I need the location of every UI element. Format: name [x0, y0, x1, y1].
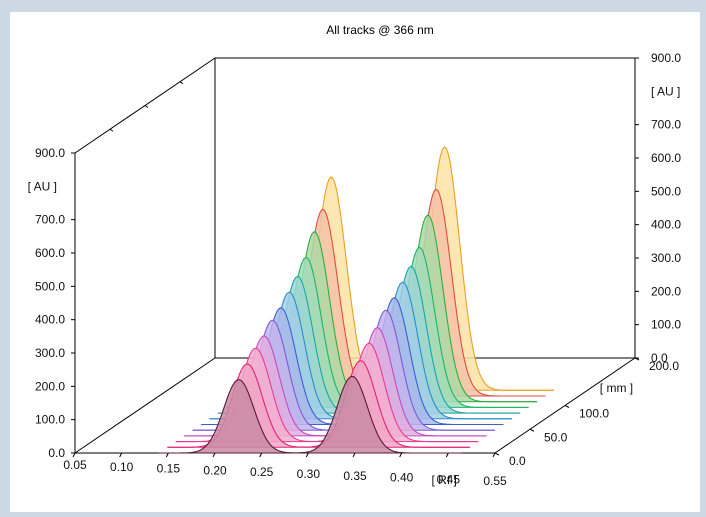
chromatogram-3d-chart: All tracks @ 366 nm 0.0 100.0 200.0 300.0 40…	[28, 23, 682, 488]
left-y-tick-label: 600.0	[35, 246, 65, 260]
depth-tick-label: 50.0	[544, 430, 568, 444]
left-y-tick-label: 400.0	[35, 313, 65, 327]
depth-tick	[634, 357, 640, 361]
track-fill	[159, 376, 462, 453]
left-y-tick-label: 100.0	[35, 413, 65, 427]
depth-tick	[494, 452, 500, 456]
right-y-tick-label: 200.0	[651, 284, 681, 298]
right-y-tick-label: 100.0	[651, 318, 681, 332]
depth-tick-label: 0.0	[509, 454, 526, 468]
right-y-tick-label: 400.0	[651, 218, 681, 232]
right-y-tick-label: 700.0	[651, 118, 681, 132]
x-tick	[492, 452, 496, 458]
x-tick	[72, 452, 76, 458]
left-y-tick-label: 0.0	[48, 446, 65, 460]
chart-title: All tracks @ 366 nm	[326, 23, 434, 37]
track-0	[158, 375, 462, 454]
right-y-tick-label: 600.0	[651, 151, 681, 165]
tracks-group	[158, 146, 554, 454]
x-tick	[445, 452, 449, 458]
x-tick	[212, 452, 216, 458]
x-axis-label: [ Rf ]	[432, 473, 457, 487]
edge-tick	[109, 128, 114, 132]
x-tick-label: 0.05	[63, 458, 87, 472]
x-tick-label: 0.35	[343, 469, 367, 483]
right-y-tick-label: 300.0	[651, 251, 681, 265]
axis-labels-group: 0.0 100.0 200.0 300.0 400.0 500.0 600.0 700.0 90…	[28, 51, 682, 488]
left-y-axis-label: [ AU ]	[28, 179, 57, 193]
depth-axis-label: [ mm ]	[600, 381, 633, 395]
x-tick-label: 0.25	[250, 465, 274, 479]
left-y-tick-label: 500.0	[35, 279, 65, 293]
depth-tick	[564, 405, 570, 408]
chart-frame: All tracks @ 366 nm 0.0 100.0 200.0 300.0 40…	[10, 12, 700, 512]
x-tick-label: 0.15	[157, 462, 181, 476]
edge-tick	[179, 81, 184, 85]
depth-tick-label: 100.0	[579, 407, 609, 421]
x-tick-label: 0.30	[297, 467, 321, 481]
depth-tick-label: 200.0	[649, 359, 679, 373]
x-tick-label: 0.10	[110, 460, 134, 474]
right-y-axis-label: [ AU ]	[651, 84, 680, 98]
right-y-tick-label: 0.0	[651, 351, 668, 365]
right-y-tick-label: 500.0	[651, 184, 681, 198]
depth-tick	[529, 428, 535, 432]
left-floor-edge	[74, 357, 216, 454]
x-tick	[259, 452, 263, 458]
x-tick	[399, 452, 403, 458]
left-y-tick-label: 900.0	[35, 146, 65, 160]
x-tick-label: 0.40	[390, 471, 414, 485]
x-tick-label: 0.45	[437, 472, 461, 486]
edge-tick	[144, 105, 149, 108]
left-y-tick-label: 200.0	[35, 379, 65, 393]
right-y-tick-label: 900.0	[651, 51, 681, 65]
left-y-tick-label: 300.0	[35, 346, 65, 360]
left-y-tick-label: 700.0	[35, 213, 65, 227]
x-tick	[119, 452, 123, 458]
x-tick	[305, 452, 309, 458]
x-tick-label: 0.55	[483, 474, 507, 488]
x-tick	[352, 452, 356, 458]
x-tick-label: 0.20	[203, 463, 227, 477]
x-tick	[165, 452, 169, 458]
